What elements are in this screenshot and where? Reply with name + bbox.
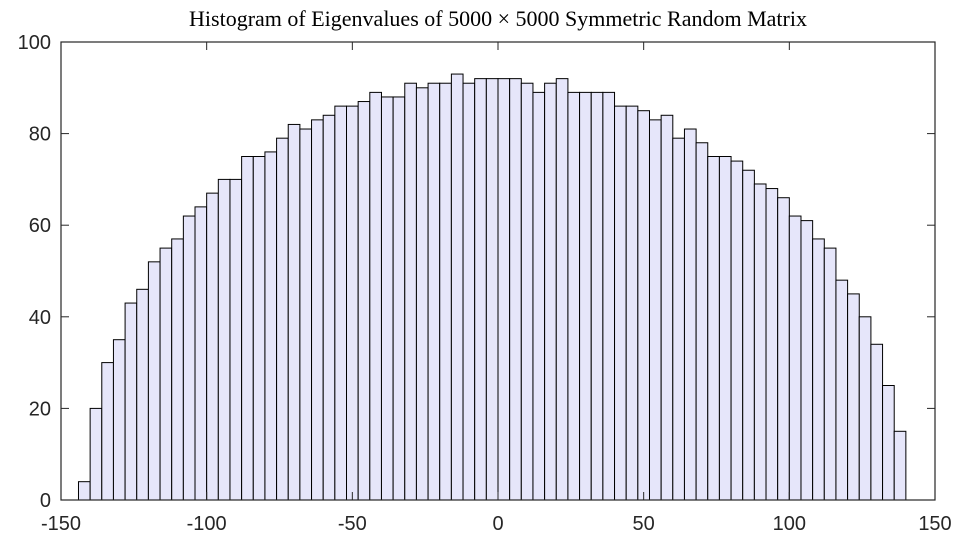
- bar: [439, 82, 452, 501]
- bar: [847, 293, 860, 501]
- bar: [648, 119, 662, 501]
- bar: [497, 78, 511, 501]
- bar: [136, 288, 149, 501]
- bar: [346, 105, 359, 501]
- bar: [602, 91, 616, 501]
- bar: [171, 238, 184, 501]
- bar: [730, 160, 744, 501]
- y-tick-label: 60: [29, 215, 51, 237]
- bar: [637, 110, 650, 501]
- bar: [660, 114, 674, 501]
- x-tick-label: 150: [918, 513, 951, 535]
- y-tick-label: 100: [18, 32, 51, 54]
- bar: [870, 343, 884, 501]
- bar: [625, 105, 639, 501]
- bar: [252, 156, 266, 501]
- bar: [765, 188, 779, 501]
- bar: [264, 151, 278, 501]
- bar: [89, 407, 103, 501]
- bar: [742, 169, 755, 501]
- bar: [683, 128, 697, 501]
- bar: [427, 82, 441, 501]
- bar: [194, 206, 208, 501]
- bar: [485, 78, 499, 501]
- bar: [567, 91, 581, 501]
- bar: [124, 302, 138, 501]
- bar: [672, 137, 685, 501]
- bar: [893, 430, 907, 501]
- x-tick-label: -50: [338, 513, 367, 535]
- bar: [229, 178, 243, 501]
- bar: [182, 215, 196, 501]
- x-tick-label: 50: [633, 513, 655, 535]
- bar: [590, 91, 604, 501]
- bar: [147, 261, 161, 501]
- y-tick-label: 20: [29, 398, 51, 420]
- bar: [812, 238, 825, 501]
- bar: [532, 91, 546, 501]
- bar: [753, 183, 767, 501]
- bar: [299, 128, 313, 501]
- bar: [334, 105, 348, 501]
- bar: [357, 101, 371, 501]
- bar: [392, 96, 406, 501]
- bar: [614, 105, 627, 501]
- bar: [450, 73, 464, 501]
- bar: [380, 96, 394, 501]
- bar: [462, 82, 476, 501]
- bar: [101, 362, 114, 501]
- bar: [800, 220, 814, 501]
- bar: [707, 156, 720, 501]
- bar: [206, 192, 219, 501]
- chart-title: Histogram of Eigenvalues of 5000 × 5000 …: [189, 6, 807, 31]
- bar: [474, 78, 487, 501]
- bar: [159, 247, 173, 501]
- bar: [404, 82, 417, 501]
- bar: [777, 197, 790, 501]
- bar: [695, 142, 709, 501]
- bar: [858, 316, 872, 501]
- bar: [322, 114, 336, 501]
- x-tick-label: -150: [41, 513, 81, 535]
- bar: [823, 247, 837, 501]
- x-tick-label: -100: [187, 513, 227, 535]
- bar: [718, 156, 732, 501]
- x-tick-label: 100: [773, 513, 806, 535]
- y-tick-label: 80: [29, 124, 51, 146]
- y-tick-label: 0: [40, 490, 51, 512]
- bar: [555, 78, 569, 501]
- bar: [287, 123, 301, 501]
- bar: [544, 82, 557, 501]
- bar: [311, 119, 324, 501]
- bar: [882, 385, 895, 501]
- bar: [835, 279, 849, 501]
- bar: [112, 339, 126, 501]
- y-tick-label: 40: [29, 307, 51, 329]
- bar: [217, 178, 231, 501]
- bar: [579, 91, 592, 501]
- bar: [276, 137, 289, 501]
- bar: [415, 87, 429, 501]
- bar: [369, 91, 382, 501]
- bar: [788, 215, 802, 501]
- x-tick-label: 0: [492, 513, 503, 535]
- bar: [77, 481, 91, 501]
- bar: [241, 156, 254, 501]
- bar: [520, 82, 534, 501]
- bar: [509, 78, 522, 501]
